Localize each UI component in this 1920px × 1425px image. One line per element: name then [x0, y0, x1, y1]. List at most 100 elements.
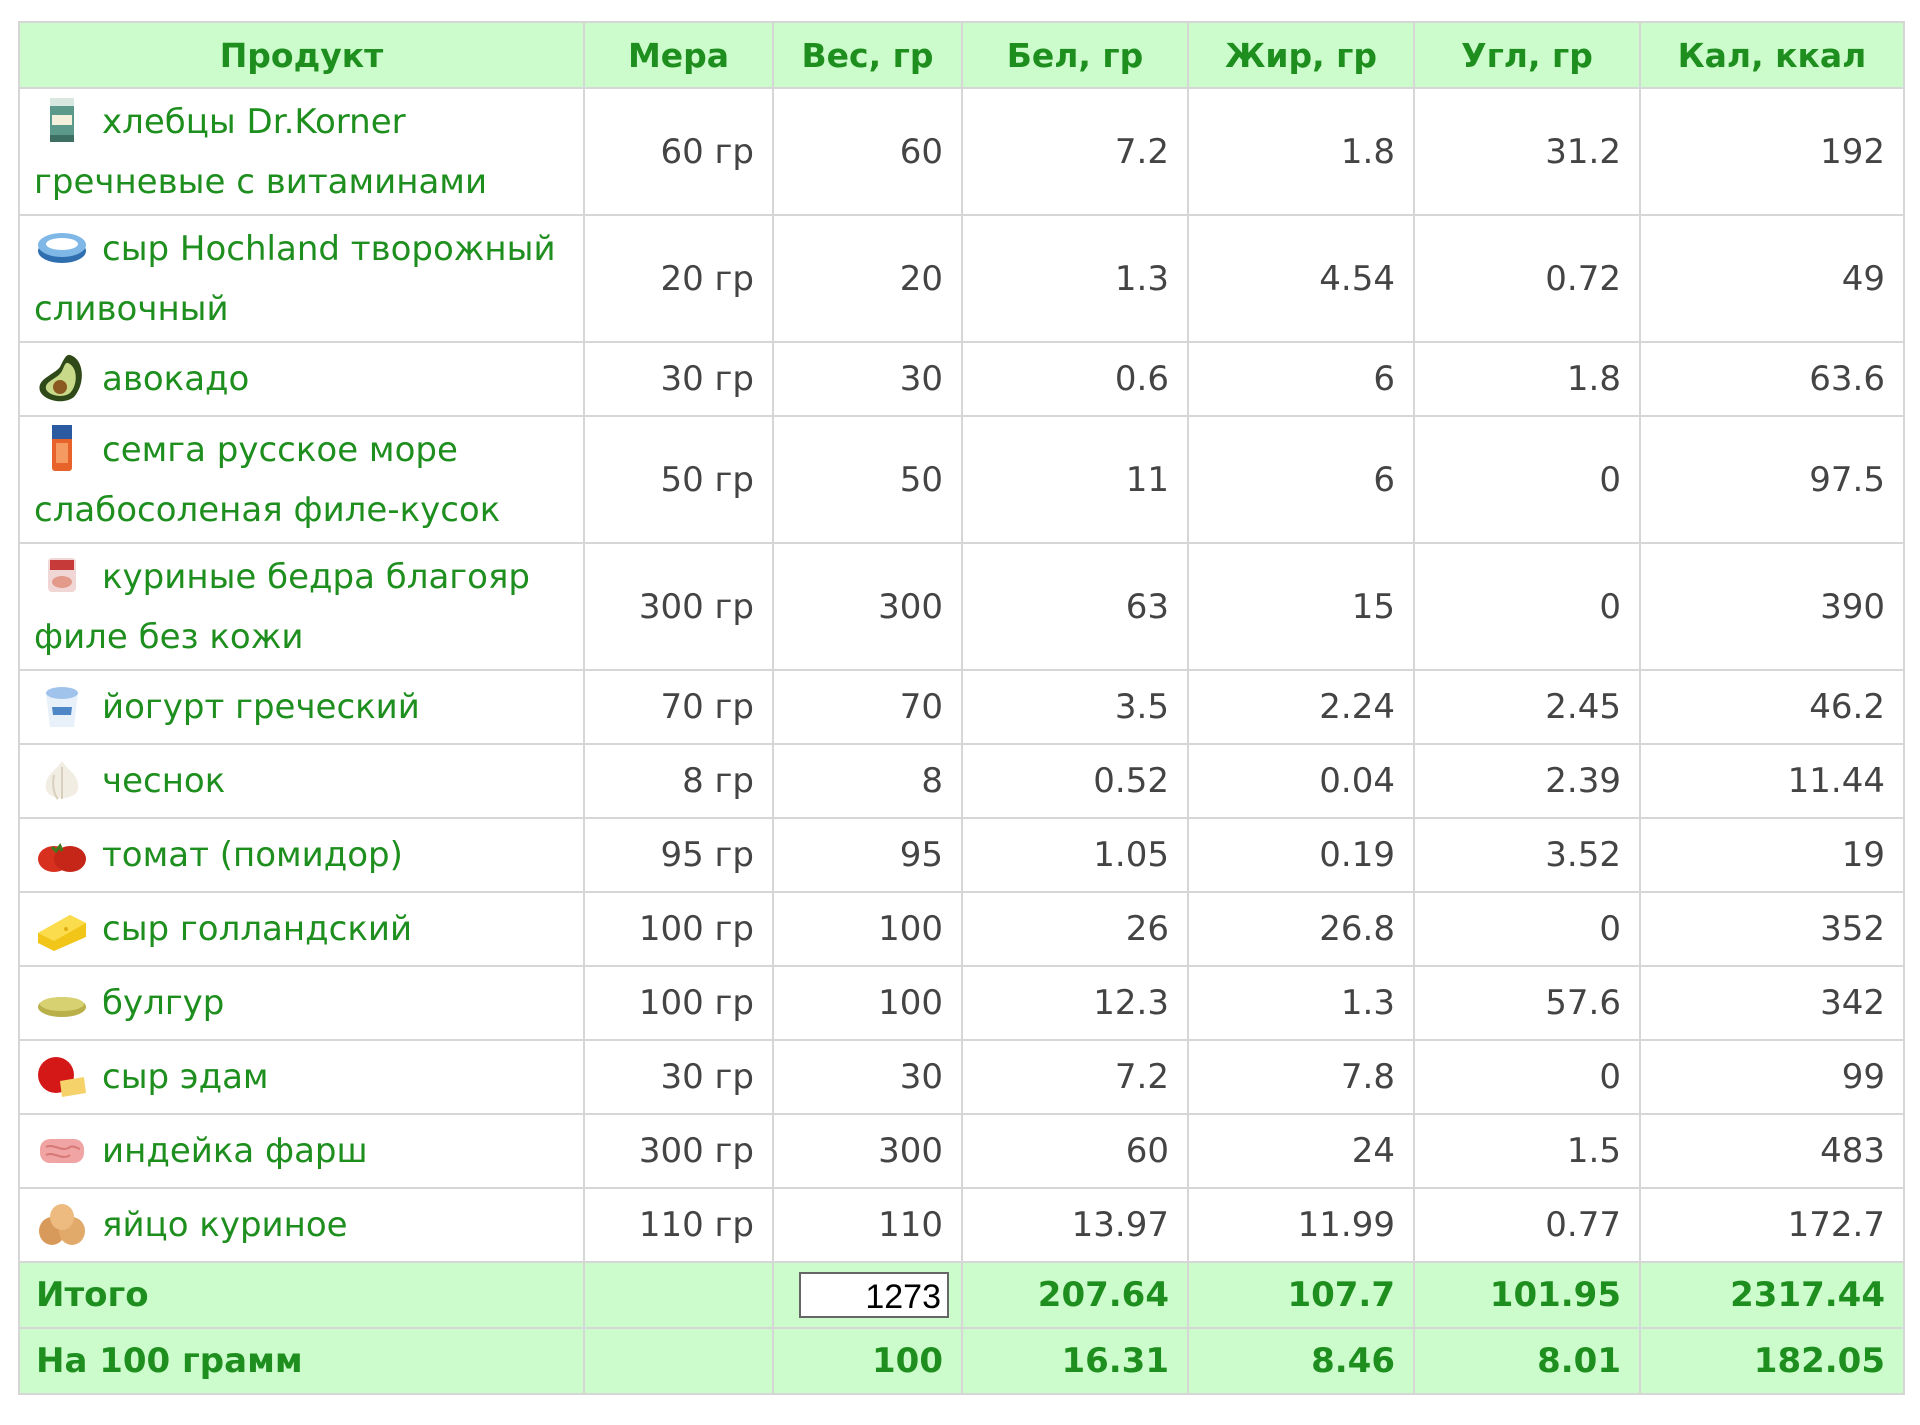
table-row: сыр Hochland творожный сливочный 20 гр 20 1… — [18, 214, 1905, 343]
carbs-cell: 0.77 — [1413, 1187, 1641, 1263]
header-measure[interactable]: Мера — [583, 21, 774, 89]
measure-cell: 100 гр — [583, 965, 774, 1041]
total-fat: 107.7 — [1187, 1261, 1415, 1329]
header-weight[interactable]: Вес, гр — [772, 21, 963, 89]
product-cell: сыр эдам — [18, 1039, 585, 1115]
product-link[interactable]: яйцо куриное — [102, 1205, 348, 1245]
protein-cell: 0.6 — [961, 341, 1189, 417]
bulgur-icon — [34, 977, 90, 1027]
calories-cell: 99 — [1639, 1039, 1905, 1115]
product-link[interactable]: сыр голландский — [102, 909, 413, 949]
header-protein[interactable]: Бел, гр — [961, 21, 1189, 89]
product-cell: сыр голландский — [18, 891, 585, 967]
carbs-cell: 1.8 — [1413, 341, 1641, 417]
product-link[interactable]: хлебцы Dr.Korner гречневые с витаминами — [34, 101, 488, 202]
total-protein: 207.64 — [961, 1261, 1189, 1329]
cheese-block-icon — [34, 903, 90, 953]
product-link[interactable]: куриные бедра благояр филе без кожи — [34, 556, 530, 657]
per-100g-calories: 182.05 — [1639, 1327, 1905, 1395]
protein-cell: 26 — [961, 891, 1189, 967]
calories-cell: 11.44 — [1639, 743, 1905, 819]
header-fat[interactable]: Жир, гр — [1187, 21, 1415, 89]
protein-cell: 1.05 — [961, 817, 1189, 893]
product-cell: йогурт греческий — [18, 669, 585, 745]
product-link[interactable]: булгур — [102, 983, 225, 1023]
product-link[interactable]: индейка фарш — [102, 1131, 368, 1171]
product-link[interactable]: чеснок — [102, 761, 226, 801]
product-link[interactable]: авокадо — [102, 359, 250, 399]
per-100g-row: На 100 грамм 100 16.31 8.46 8.01 182.05 — [18, 1327, 1905, 1395]
product-cell: сыр Hochland творожный сливочный — [18, 214, 585, 343]
carbs-cell: 0 — [1413, 415, 1641, 544]
yogurt-cup-icon — [34, 681, 90, 731]
measure-cell: 300 гр — [583, 1113, 774, 1189]
product-link[interactable]: томат (помидор) — [102, 835, 403, 875]
per-100g-label: На 100 грамм — [18, 1327, 585, 1395]
fat-cell: 1.8 — [1187, 87, 1415, 216]
calories-cell: 192 — [1639, 87, 1905, 216]
table-row: сыр эдам 30 гр 30 7.2 7.8 0 99 — [18, 1039, 1905, 1115]
total-weight-input[interactable]: 1273 — [799, 1272, 949, 1318]
carbs-cell: 0 — [1413, 891, 1641, 967]
total-carbs: 101.95 — [1413, 1261, 1641, 1329]
per-100g-carbs: 8.01 — [1413, 1327, 1641, 1395]
fat-cell: 2.24 — [1187, 669, 1415, 745]
calories-cell: 483 — [1639, 1113, 1905, 1189]
carbs-cell: 1.5 — [1413, 1113, 1641, 1189]
product-link[interactable]: сыр эдам — [102, 1057, 269, 1097]
weight-cell: 100 — [772, 891, 963, 967]
garlic-icon — [34, 755, 90, 805]
calories-cell: 19 — [1639, 817, 1905, 893]
product-link[interactable]: семга русское море слабосоленая филе-кус… — [34, 429, 501, 530]
header-calories[interactable]: Кал, ккал — [1639, 21, 1905, 89]
measure-cell: 110 гр — [583, 1187, 774, 1263]
product-link[interactable]: сыр Hochland творожный сливочный — [34, 228, 556, 329]
calories-cell: 46.2 — [1639, 669, 1905, 745]
eggs-icon — [34, 1199, 90, 1249]
total-measure-cell — [583, 1261, 774, 1329]
table-row: авокадо 30 гр 30 0.6 6 1.8 63.6 — [18, 341, 1905, 417]
weight-cell: 110 — [772, 1187, 963, 1263]
fat-cell: 26.8 — [1187, 891, 1415, 967]
product-cell: томат (помидор) — [18, 817, 585, 893]
table-row: томат (помидор) 95 гр 95 1.05 0.19 3.52 19 — [18, 817, 1905, 893]
header-carbs[interactable]: Угл, гр — [1413, 21, 1641, 89]
header-product[interactable]: Продукт — [18, 21, 585, 89]
carbs-cell: 2.39 — [1413, 743, 1641, 819]
carbs-cell: 0 — [1413, 1039, 1641, 1115]
avocado-icon — [34, 353, 90, 403]
table-row: чеснок 8 гр 8 0.52 0.04 2.39 11.44 — [18, 743, 1905, 819]
product-cell: семга русское море слабосоленая филе-кус… — [18, 415, 585, 544]
calories-cell: 390 — [1639, 542, 1905, 671]
table-row: хлебцы Dr.Korner гречневые с витаминами 6… — [18, 87, 1905, 216]
calories-cell: 352 — [1639, 891, 1905, 967]
table-row: яйцо куриное 110 гр 110 13.97 11.99 0.77 172.7 — [18, 1187, 1905, 1263]
edam-cheese-icon — [34, 1051, 90, 1101]
table-row: индейка фарш 300 гр 300 60 24 1.5 483 — [18, 1113, 1905, 1189]
fat-cell: 6 — [1187, 341, 1415, 417]
product-cell: хлебцы Dr.Korner гречневые с витаминами — [18, 87, 585, 216]
table-row: булгур 100 гр 100 12.3 1.3 57.6 342 — [18, 965, 1905, 1041]
salmon-pack-icon — [34, 423, 90, 473]
per-100g-protein: 16.31 — [961, 1327, 1189, 1395]
weight-cell: 60 — [772, 87, 963, 216]
total-weight-cell: 1273 — [772, 1261, 963, 1329]
measure-cell: 70 гр — [583, 669, 774, 745]
calories-cell: 97.5 — [1639, 415, 1905, 544]
protein-cell: 7.2 — [961, 87, 1189, 216]
protein-cell: 7.2 — [961, 1039, 1189, 1115]
product-link[interactable]: йогурт греческий — [102, 687, 420, 727]
fat-cell: 6 — [1187, 415, 1415, 544]
measure-cell: 50 гр — [583, 415, 774, 544]
product-cell: яйцо куриное — [18, 1187, 585, 1263]
measure-cell: 100 гр — [583, 891, 774, 967]
chicken-thigh-pack-icon — [34, 550, 90, 600]
weight-cell: 8 — [772, 743, 963, 819]
crispbread-pack-icon — [34, 95, 90, 145]
tomato-icon — [34, 829, 90, 879]
carbs-cell: 3.52 — [1413, 817, 1641, 893]
carbs-cell: 0 — [1413, 542, 1641, 671]
table-row: куриные бедра благояр филе без кожи 300 г… — [18, 542, 1905, 671]
protein-cell: 3.5 — [961, 669, 1189, 745]
table-header-row: Продукт Мера Вес, гр Бел, гр Жир, гр Угл… — [18, 21, 1905, 89]
